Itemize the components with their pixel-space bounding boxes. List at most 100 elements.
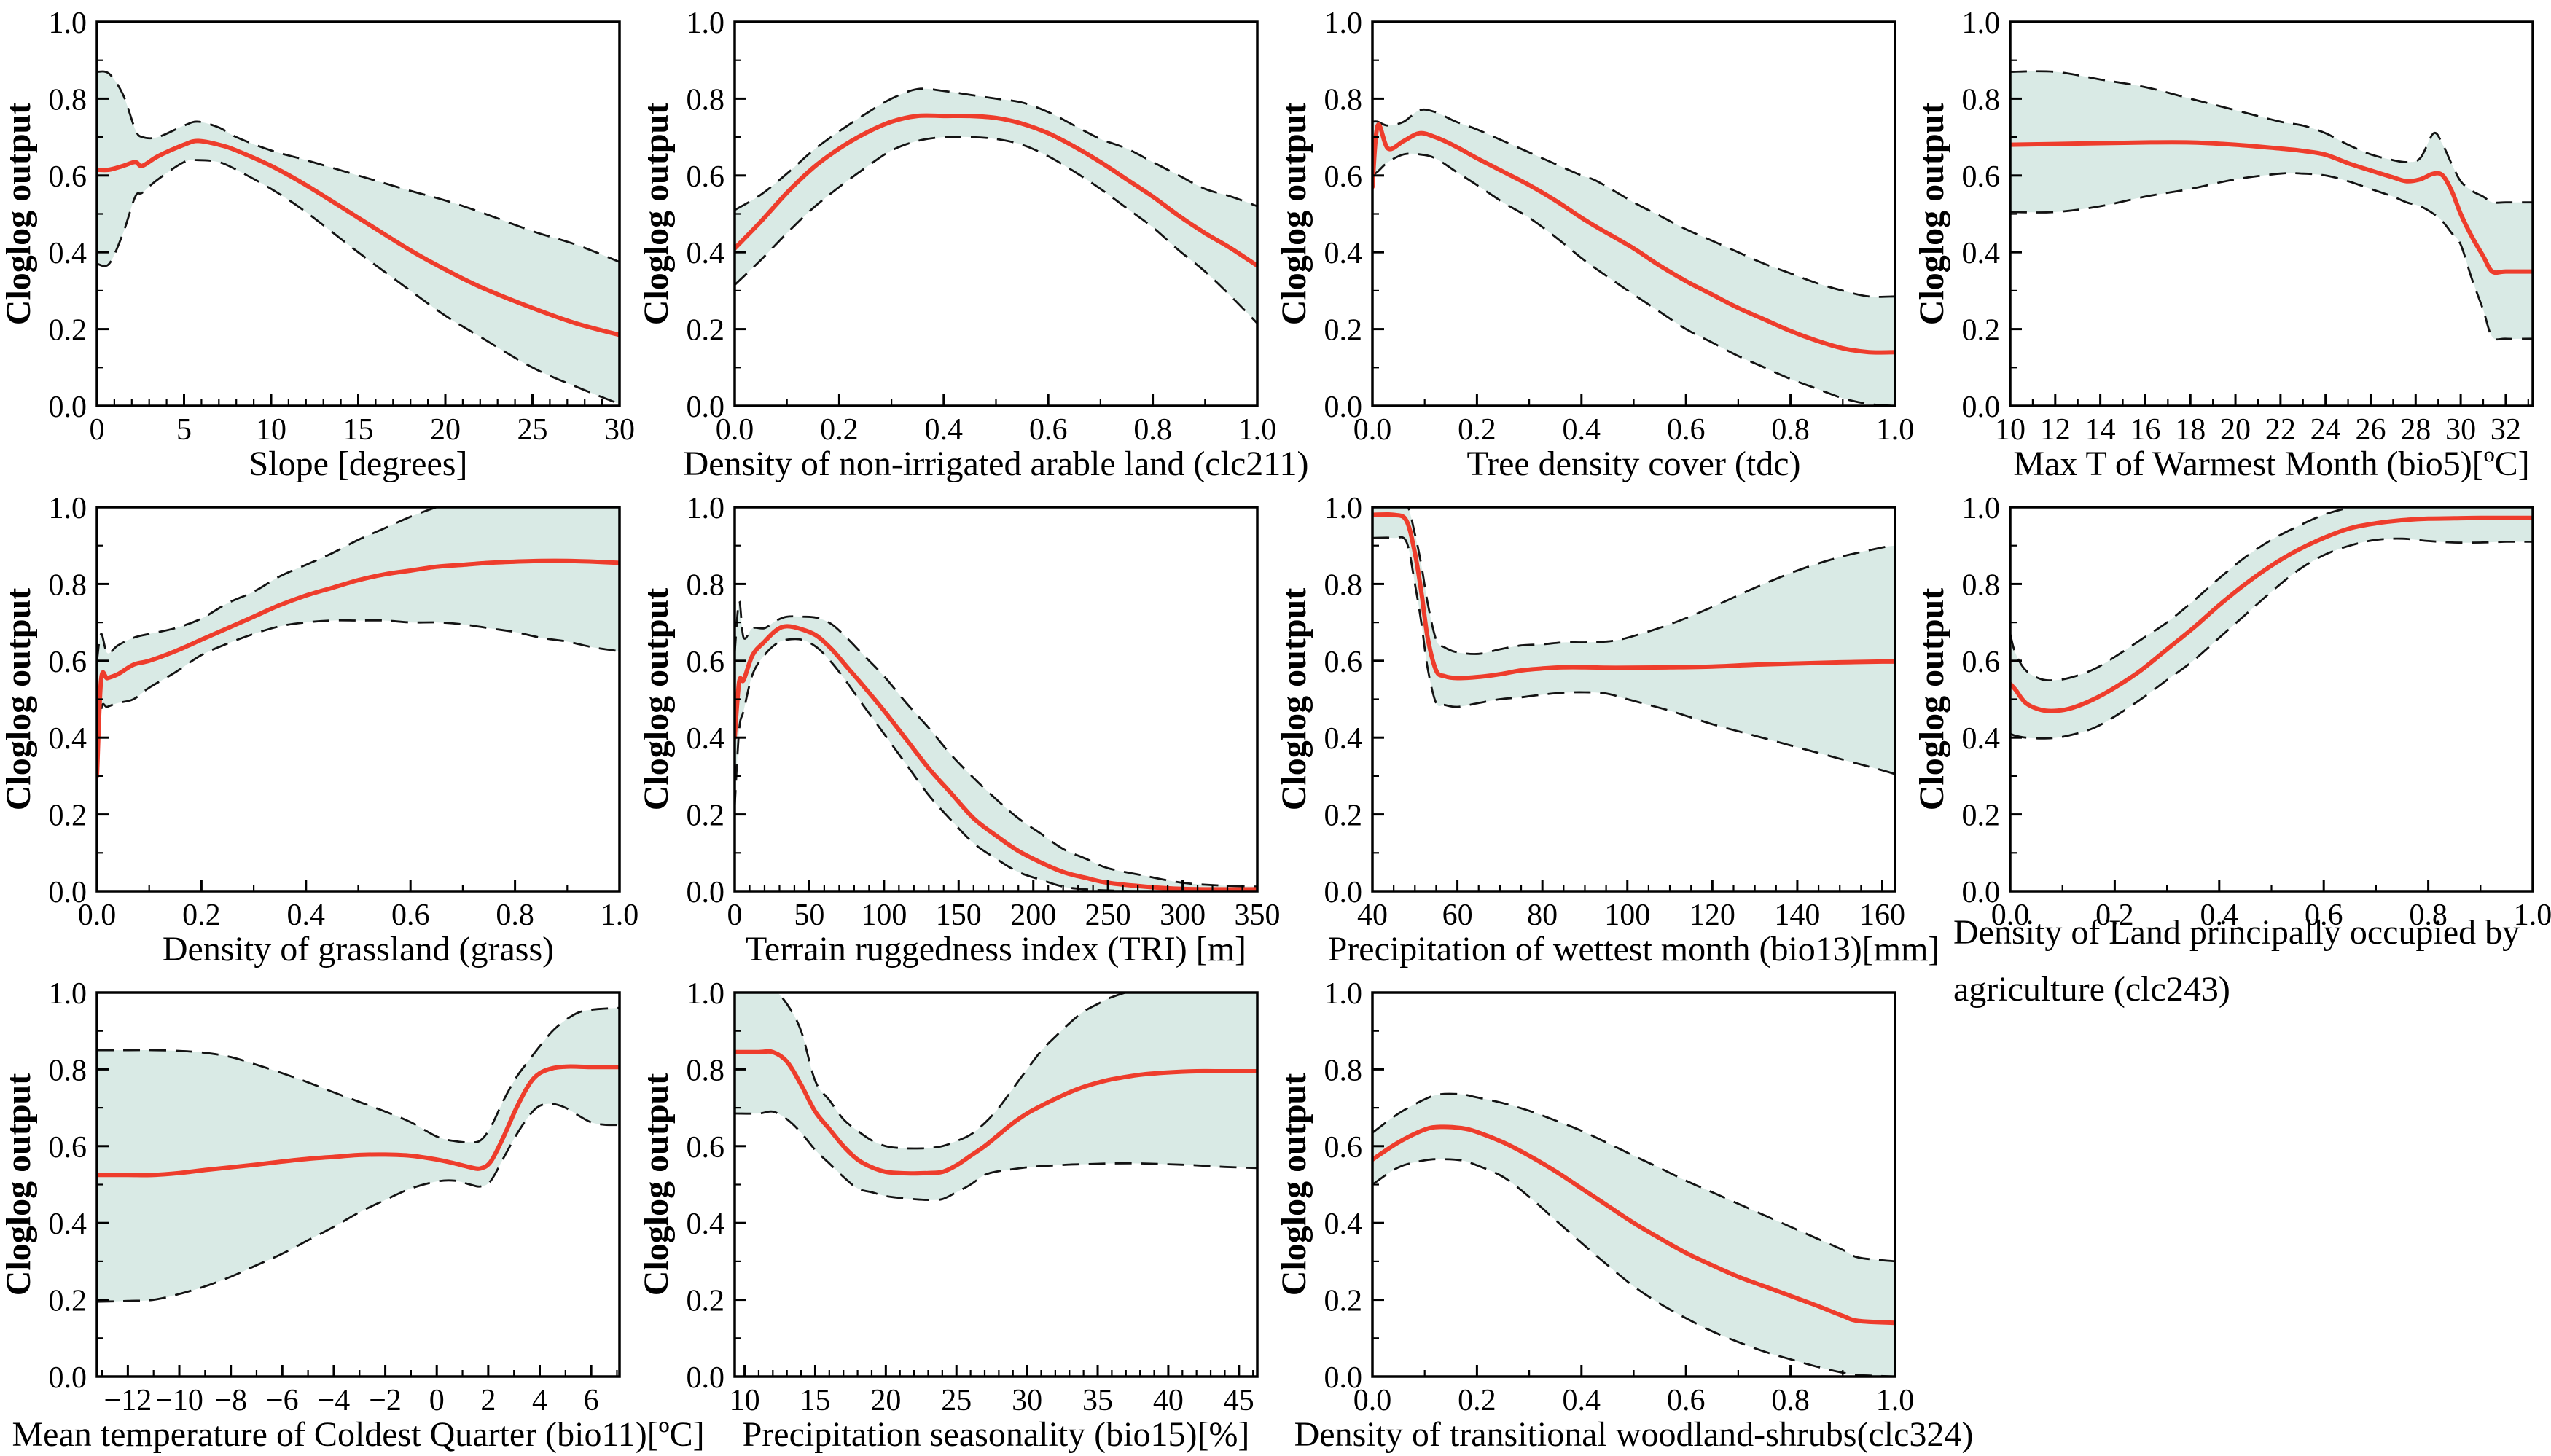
x-tick-label: 30 bbox=[604, 413, 635, 447]
y-tick-label: 0.4 bbox=[1962, 722, 2001, 756]
upper-bound-line bbox=[734, 87, 1258, 211]
x-tick-label: 0.6 bbox=[1667, 413, 1706, 447]
y-axis-title: Cloglog output bbox=[1275, 588, 1313, 810]
mean-response-line bbox=[1372, 1124, 1896, 1326]
y-tick-label: 0.6 bbox=[687, 160, 725, 194]
upper-bound-line bbox=[776, 993, 1130, 1150]
y-tick-label: 0.0 bbox=[49, 391, 87, 424]
chart-bio11: −12 −10 −8 −6 −4 −2 0 2 4 6 0.0 0.2 0.4 0.6 0.8 1.0 Mean… bbox=[0, 977, 705, 1454]
x-tick-label: 0.4 bbox=[1563, 413, 1601, 447]
x-tick-label: 20 bbox=[2220, 413, 2251, 447]
x-tick-label: 18 bbox=[2175, 413, 2206, 447]
x-tick-label: 5 bbox=[176, 413, 192, 447]
y-axis-title: Cloglog output bbox=[1913, 588, 1951, 810]
y-tick-label: 0.0 bbox=[1324, 391, 1363, 424]
x-tick-label: 350 bbox=[1235, 899, 1281, 932]
axis-ticks bbox=[735, 991, 1254, 1378]
y-tick-label: 0.4 bbox=[1324, 1208, 1363, 1241]
lower-bound-line bbox=[1372, 1158, 1896, 1377]
x-axis-title: agriculture (clc243) bbox=[1953, 970, 2230, 1009]
x-tick-label: −4 bbox=[318, 1384, 351, 1417]
y-axis-title: Cloglog output bbox=[0, 588, 38, 810]
upper-bound-line bbox=[1372, 1092, 1896, 1263]
y-tick-label: 0.4 bbox=[1962, 237, 2001, 270]
x-tick-label: 300 bbox=[1160, 899, 1206, 932]
x-tick-label: 200 bbox=[1010, 899, 1056, 932]
x-tick-label: 20 bbox=[430, 413, 461, 447]
x-tick-label: 0 bbox=[727, 899, 743, 932]
x-tick-label: 120 bbox=[1689, 899, 1735, 932]
x-axis-title: Density of transitional woodland-shrubs(… bbox=[1294, 1415, 1974, 1454]
x-tick-label: 100 bbox=[1604, 899, 1650, 932]
y-tick-label: 0.4 bbox=[687, 722, 725, 756]
y-tick-label: 0.0 bbox=[1962, 391, 2001, 424]
x-tick-label: 0.2 bbox=[2095, 899, 2134, 932]
x-tick-label: 12 bbox=[2040, 413, 2071, 447]
x-tick-label: 250 bbox=[1085, 899, 1131, 932]
y-tick-label: 0.0 bbox=[687, 876, 725, 909]
lower-bound-line bbox=[2009, 537, 2534, 740]
axis-ticks bbox=[95, 20, 621, 407]
y-tick-label: 0.4 bbox=[687, 237, 725, 270]
confidence-band bbox=[1372, 507, 1895, 775]
y-tick-label: 0.8 bbox=[1962, 568, 2001, 602]
x-tick-label: 24 bbox=[2310, 413, 2341, 447]
confidence-band bbox=[2010, 507, 2533, 739]
mean-response-line bbox=[1372, 512, 1896, 681]
y-axis-title: Cloglog output bbox=[1913, 103, 1951, 325]
chart-clc211: 0.0 0.2 0.4 0.6 0.8 1.00.00.20.40.60.81.0Dens… bbox=[637, 7, 1308, 483]
x-tick-label: 0.6 bbox=[391, 899, 430, 932]
y-axis-title: Cloglog output bbox=[0, 103, 38, 325]
axis-ticks bbox=[733, 20, 1259, 407]
y-tick-label: 0.6 bbox=[1324, 160, 1363, 194]
x-axis-title: Density of grassland (grass) bbox=[163, 930, 554, 968]
upper-bound-line bbox=[96, 70, 620, 263]
x-tick-label: 0.0 bbox=[1353, 1384, 1392, 1417]
chart-bio5: 10 12 14 16 18 20 22 24 26 28 30 32 0.0 0.2 0.4 0.6 0.8 1… bbox=[1913, 7, 2534, 483]
lower-bound-line bbox=[96, 1103, 620, 1303]
mean-response-line bbox=[734, 1049, 1258, 1176]
y-tick-label: 0.4 bbox=[1324, 237, 1363, 270]
y-tick-label: 0.2 bbox=[687, 314, 725, 348]
x-tick-label: 4 bbox=[532, 1384, 547, 1417]
x-tick-label: 160 bbox=[1859, 899, 1905, 932]
chart-tri: 0 50 100 150 200 250 300 350 0.0 0.2 0.4 0.6 0.8 1.0 T… bbox=[637, 492, 1281, 968]
y-tick-label: 1.0 bbox=[1324, 7, 1363, 40]
y-tick-label: 0.6 bbox=[49, 160, 87, 194]
y-tick-label: 0.6 bbox=[1962, 646, 2001, 679]
lower-bound-line bbox=[96, 619, 620, 788]
y-tick-label: 0.2 bbox=[1962, 314, 2001, 348]
mean-response-line bbox=[2009, 515, 2534, 713]
confidence-band bbox=[735, 993, 1257, 1200]
y-tick-label: 0.8 bbox=[1962, 83, 2001, 117]
y-tick-label: 0.6 bbox=[1324, 1131, 1363, 1165]
x-tick-label: 30 bbox=[1012, 1384, 1042, 1417]
x-tick-label: 28 bbox=[2400, 413, 2431, 447]
y-tick-label: 0.2 bbox=[49, 1285, 87, 1318]
x-tick-label: 0.6 bbox=[2305, 899, 2343, 932]
x-tick-label: 22 bbox=[2265, 413, 2296, 447]
y-tick-label: 0.2 bbox=[49, 799, 87, 833]
y-tick-label: 0.8 bbox=[687, 1054, 725, 1087]
y-tick-label: 0.2 bbox=[687, 799, 725, 833]
y-tick-label: 0.2 bbox=[687, 1285, 725, 1318]
x-tick-label: 100 bbox=[861, 899, 907, 932]
x-tick-label: 0.2 bbox=[1458, 413, 1496, 447]
x-tick-label: 60 bbox=[1442, 899, 1473, 932]
y-tick-label: 0.8 bbox=[49, 83, 87, 117]
y-tick-label: 1.0 bbox=[49, 7, 87, 40]
x-tick-label: −12 bbox=[104, 1384, 152, 1417]
mean-response-line bbox=[734, 113, 1258, 268]
mean-response-line bbox=[96, 138, 620, 337]
x-tick-label: 10 bbox=[256, 413, 286, 447]
x-tick-label: 0.0 bbox=[78, 899, 117, 932]
y-tick-label: 1.0 bbox=[49, 492, 87, 525]
x-axis-title: Precipitation of wettest month (bio13)[m… bbox=[1328, 930, 1940, 968]
x-axis-title: Max T of Warmest Month (bio5)[ºC] bbox=[2013, 445, 2529, 483]
y-tick-label: 0.0 bbox=[49, 876, 87, 909]
lower-bound-line bbox=[734, 136, 1258, 324]
x-tick-label: 25 bbox=[941, 1384, 972, 1417]
y-tick-label: 1.0 bbox=[1324, 492, 1363, 525]
y-tick-label: 0.4 bbox=[49, 1208, 87, 1241]
